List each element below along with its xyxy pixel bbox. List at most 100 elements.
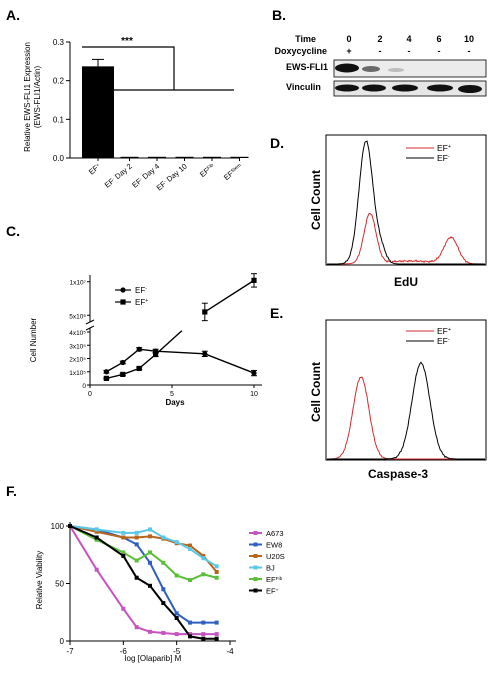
- panel-c-x-tick-label: 10: [250, 391, 258, 398]
- panel-c-point: [136, 365, 142, 372]
- panel-c-point: [120, 359, 126, 366]
- panel-f-point: [94, 529, 99, 534]
- panel-b-label: B.: [272, 7, 286, 23]
- panel-f-legend-label: BJ: [266, 564, 275, 573]
- panel-f-point: [188, 543, 192, 548]
- panel-f-y-tick-label: 100: [51, 522, 65, 531]
- blot-ews-fli1-strip: [333, 59, 487, 78]
- panel-f-point: [121, 606, 126, 611]
- panel-a-bar: [120, 156, 139, 158]
- panel-f-legend-marker: [253, 542, 258, 547]
- panel-c-point: [251, 277, 257, 283]
- panel-f-point: [201, 620, 206, 625]
- blot-dox-value: -: [408, 46, 411, 56]
- panel-f-series-line: [69, 525, 218, 568]
- panel-c-xlabel: Days: [165, 398, 185, 407]
- panel-e-label: E.: [270, 305, 283, 321]
- blot-time-label: Time: [295, 34, 316, 44]
- panel-f-legend-label: EFFib: [266, 575, 283, 584]
- panel-f-point: [214, 636, 219, 641]
- panel-f-point: [188, 620, 192, 625]
- panel-f-point: [161, 601, 166, 606]
- panel-f-point: [121, 553, 126, 558]
- blot-time-value: 4: [406, 34, 411, 44]
- panel-f-series-line: [69, 525, 218, 573]
- panel-c-y-tick-label: 1x10⁵: [69, 370, 86, 377]
- panel-f-label: F.: [6, 483, 17, 499]
- panel-a-bar: [230, 156, 249, 158]
- panel-a-significance-stars: ***: [121, 36, 133, 47]
- panel-f-x-tick-label: -6: [120, 647, 128, 656]
- panel-f-legend-label: U20S: [266, 552, 285, 561]
- blot-doxycycline-label: Doxycycline: [274, 46, 327, 56]
- panel-f-point: [94, 527, 99, 532]
- blot-ews-fli1-label: EWS-FLI1: [286, 62, 328, 72]
- panel-f-point: [134, 542, 139, 547]
- panel-c-axis-break: [85, 319, 95, 325]
- panel-a-y-tick-label: 0.2: [53, 77, 65, 86]
- blot-band-ews-t0: [335, 63, 359, 73]
- panel-a-label: A.: [6, 7, 20, 23]
- panel-f-point: [174, 632, 179, 637]
- panel-f-point: [134, 530, 139, 535]
- panel-c-legend-marker: [120, 299, 126, 305]
- panel-c-series-line: [106, 348, 255, 374]
- panel-c-point: [136, 346, 142, 352]
- blot-band-ews-t4: [388, 68, 404, 72]
- panel-c-point: [251, 370, 257, 376]
- blot-band-vin-t2: [362, 84, 386, 92]
- panel-c-x-tick-label: 0: [88, 391, 92, 398]
- panel-f-point: [148, 560, 152, 565]
- panel-c-axis-break: [85, 325, 95, 331]
- panel-f-point: [214, 620, 219, 625]
- flow-legend-label: EF-: [437, 153, 450, 163]
- panel-f-point: [68, 524, 72, 528]
- panel-f-point: [188, 632, 192, 637]
- panel-a-ylabel-line1: Relative EWS-FLI1 Expression: [23, 42, 32, 152]
- panel-c-y-tick-label: 3x10⁵: [69, 343, 86, 350]
- panel-f-point: [148, 534, 152, 539]
- panel-f-point: [121, 535, 126, 540]
- panel-f-x-tick-label: -7: [66, 647, 74, 656]
- panel-c-y-tick-label: 1x10⁷: [70, 280, 87, 287]
- panel-f-point: [134, 575, 139, 580]
- panel-c-line-chart: Cell Number 1x10⁷ 5x10⁶ 4x10⁵ 3x10⁵ 2x10⁵ 1x1…: [29, 273, 262, 407]
- panel-f-point: [161, 630, 166, 635]
- panel-f-series-line: [69, 525, 217, 640]
- panel-c-label: C.: [6, 223, 20, 239]
- blot-band-ews-t2: [362, 66, 380, 72]
- panel-c-point: [202, 351, 208, 357]
- panel-c-y-tick-label: 4x10⁵: [69, 330, 86, 337]
- panel-c-series-line: [106, 279, 255, 380]
- panel-f-point: [161, 535, 166, 540]
- panel-d-ef-minus-curve: [327, 140, 485, 265]
- panel-f-point: [188, 547, 192, 551]
- panel-d-plot-frame: [325, 134, 487, 266]
- panel-f-legend-marker: [253, 588, 258, 593]
- panel-d-label: D.: [270, 135, 284, 151]
- panel-c-point: [103, 375, 109, 381]
- panel-f-point: [148, 550, 152, 555]
- panel-a-category-label: EF+: [87, 162, 102, 177]
- panel-f-y-tick-label: 50: [55, 580, 64, 589]
- panel-a-y-tick-label: 0.3: [53, 38, 65, 47]
- panel-f-point: [174, 540, 179, 545]
- panel-f-y-tick-label: 0: [60, 637, 65, 646]
- blot-band-vin-t4: [392, 84, 418, 92]
- panel-c-point: [202, 309, 208, 315]
- panel-f-point: [148, 629, 152, 634]
- panel-b-western-blot: Time Doxycycline 0 2 4 6 10 + - - - - EWS-FLI1 Vi…: [274, 34, 487, 97]
- panel-a-bar: [203, 156, 221, 158]
- panel-f-point: [188, 578, 192, 583]
- panel-d-xlabel: EdU: [394, 275, 418, 289]
- panel-f-point: [174, 573, 179, 578]
- blot-vinculin-label: Vinculin: [286, 82, 321, 92]
- panel-d-ylabel: Cell Count: [309, 170, 323, 230]
- panel-a-category-label: EFFib: [198, 161, 217, 179]
- panel-a-bar: [175, 156, 194, 158]
- blot-dox-value: -: [468, 46, 471, 56]
- panel-a-category-label: EF- Day 2: [103, 162, 134, 190]
- panel-a-category-label: EFStem: [222, 162, 244, 182]
- panel-f-point: [214, 575, 219, 580]
